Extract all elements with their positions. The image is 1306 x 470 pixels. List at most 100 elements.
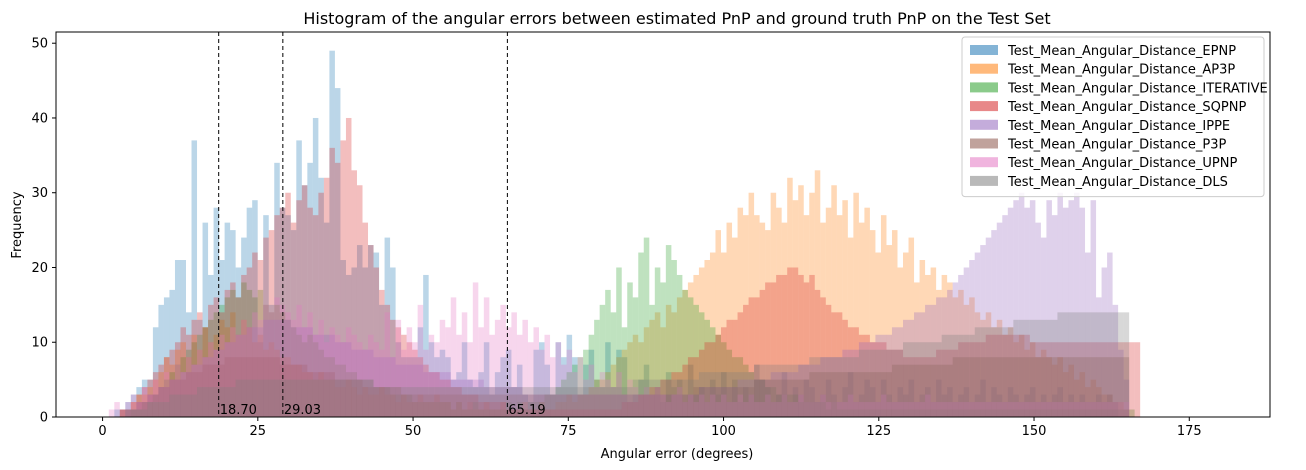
bar [781,394,788,417]
bar [748,372,755,417]
bar [516,387,523,417]
bar [875,409,881,417]
bar [401,394,407,417]
bar [732,402,738,417]
bar [963,267,970,417]
bar [847,237,854,417]
bar [483,387,490,417]
bar [379,387,385,417]
bar [334,364,341,417]
bar [693,387,699,417]
bar [787,402,793,417]
bar [798,185,804,417]
bar [654,394,661,417]
bar [605,394,611,417]
bar [268,312,275,417]
bar [224,289,231,417]
bar [285,364,291,417]
bar [814,372,821,417]
bar [169,379,175,417]
bar [561,409,567,417]
bar [186,334,192,417]
bar [980,319,986,417]
bar [395,342,402,417]
bar [925,409,931,417]
bar [682,394,688,417]
bar [616,349,622,417]
bar [461,409,468,417]
bar [649,394,655,417]
bar [577,387,584,417]
bar [296,364,302,417]
bar [362,387,369,417]
bar [169,349,175,417]
bar [660,394,666,417]
bar [842,357,848,417]
bar [930,402,937,417]
bar [831,402,837,417]
bar [814,402,821,417]
bar [467,387,473,417]
bar [434,357,440,417]
bar [869,387,876,417]
bar [969,260,975,417]
bar [561,364,567,417]
bar [643,394,650,417]
bar [395,402,402,417]
bar [1079,409,1086,417]
bar [1079,394,1086,417]
bar [379,304,385,417]
bar [930,409,937,417]
bar [693,394,699,417]
bar [1035,402,1041,417]
bar [583,409,589,417]
bar [1007,334,1014,417]
bar [533,409,539,417]
bar [180,372,186,417]
bar [130,394,137,417]
legend: Test_Mean_Angular_Distance_EPNPTest_Mean… [961,36,1268,198]
bar [809,402,815,417]
bar [445,387,451,417]
bar [715,402,721,417]
bar [1101,312,1108,417]
bar [754,402,760,417]
bar [1090,342,1097,417]
bar [914,402,920,417]
bar [301,379,308,417]
bar [814,402,821,417]
bar [682,394,688,417]
bar [329,379,335,417]
bar [1007,357,1014,417]
bar [434,372,440,417]
bar [1051,402,1058,417]
bar [1007,207,1014,417]
bar [312,372,319,417]
bar [698,387,705,417]
bar [792,379,799,417]
bar [704,342,710,417]
bar [776,372,782,417]
bar [743,364,749,417]
bar [296,379,302,417]
bar [423,274,429,417]
bar [522,387,528,417]
bar [1123,357,1130,417]
bar [257,260,264,417]
bar [1024,402,1030,417]
bar [770,387,777,417]
bar [384,394,391,417]
bar [1096,312,1102,417]
bar [770,379,777,417]
bar [952,349,959,417]
legend-swatch [970,175,998,186]
bar [1085,342,1091,417]
bar [1123,312,1130,417]
bar [1002,357,1008,417]
bar [345,274,352,417]
bar [158,372,164,417]
bar [732,319,738,417]
bar [726,402,733,417]
bar [428,402,435,417]
plot-frame [55,31,1271,418]
